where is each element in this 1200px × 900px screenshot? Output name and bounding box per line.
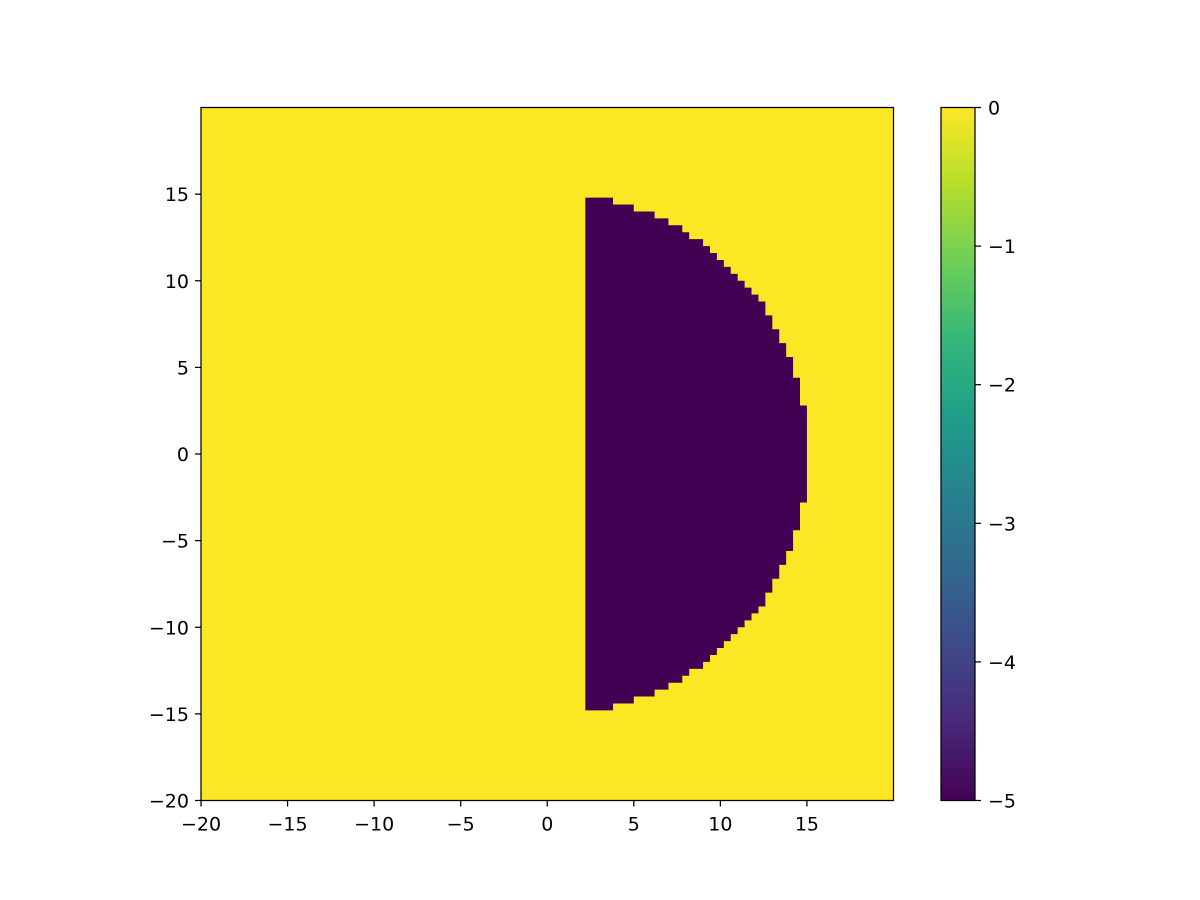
colorbar-tick-label: −2 <box>988 375 1016 397</box>
y-axis: −20 −15 −10 −5 0 5 10 15 <box>149 184 201 813</box>
x-tick-label: −20 <box>181 814 221 836</box>
colorbar <box>940 106 976 802</box>
x-tick-label: −10 <box>354 814 394 836</box>
y-tick-label: 5 <box>177 357 189 379</box>
y-tick-label: 10 <box>165 271 189 293</box>
x-tick-label: 15 <box>795 814 819 836</box>
x-tick-label: 10 <box>708 814 732 836</box>
y-tick-label: −15 <box>149 704 189 726</box>
colorbar-frame <box>940 106 976 802</box>
x-tick-label: −5 <box>447 814 475 836</box>
y-tick-label: −20 <box>149 791 189 813</box>
x-tick-label: 5 <box>628 814 640 836</box>
colorbar-tick-label: −5 <box>988 791 1016 813</box>
colorbar-tick-label: 0 <box>988 98 1000 120</box>
y-tick-label: −5 <box>161 531 189 553</box>
y-tick-label: −10 <box>149 617 189 639</box>
colorbar-axis: 0 −1 −2 −3 −4 −5 <box>975 98 1016 813</box>
colorbar-tick-label: −3 <box>988 513 1016 535</box>
y-tick-label: 0 <box>177 444 189 466</box>
heatmap-region <box>585 197 807 711</box>
x-tick-label: 0 <box>541 814 553 836</box>
x-axis: −20 −15 −10 −5 0 5 10 15 <box>181 800 819 836</box>
x-tick-label: −15 <box>268 814 308 836</box>
colorbar-tick-label: −4 <box>988 652 1016 674</box>
colorbar-gradient <box>941 107 975 801</box>
colorbar-tick-label: −1 <box>988 236 1016 258</box>
plot-area <box>200 106 895 802</box>
y-tick-label: 15 <box>165 184 189 206</box>
